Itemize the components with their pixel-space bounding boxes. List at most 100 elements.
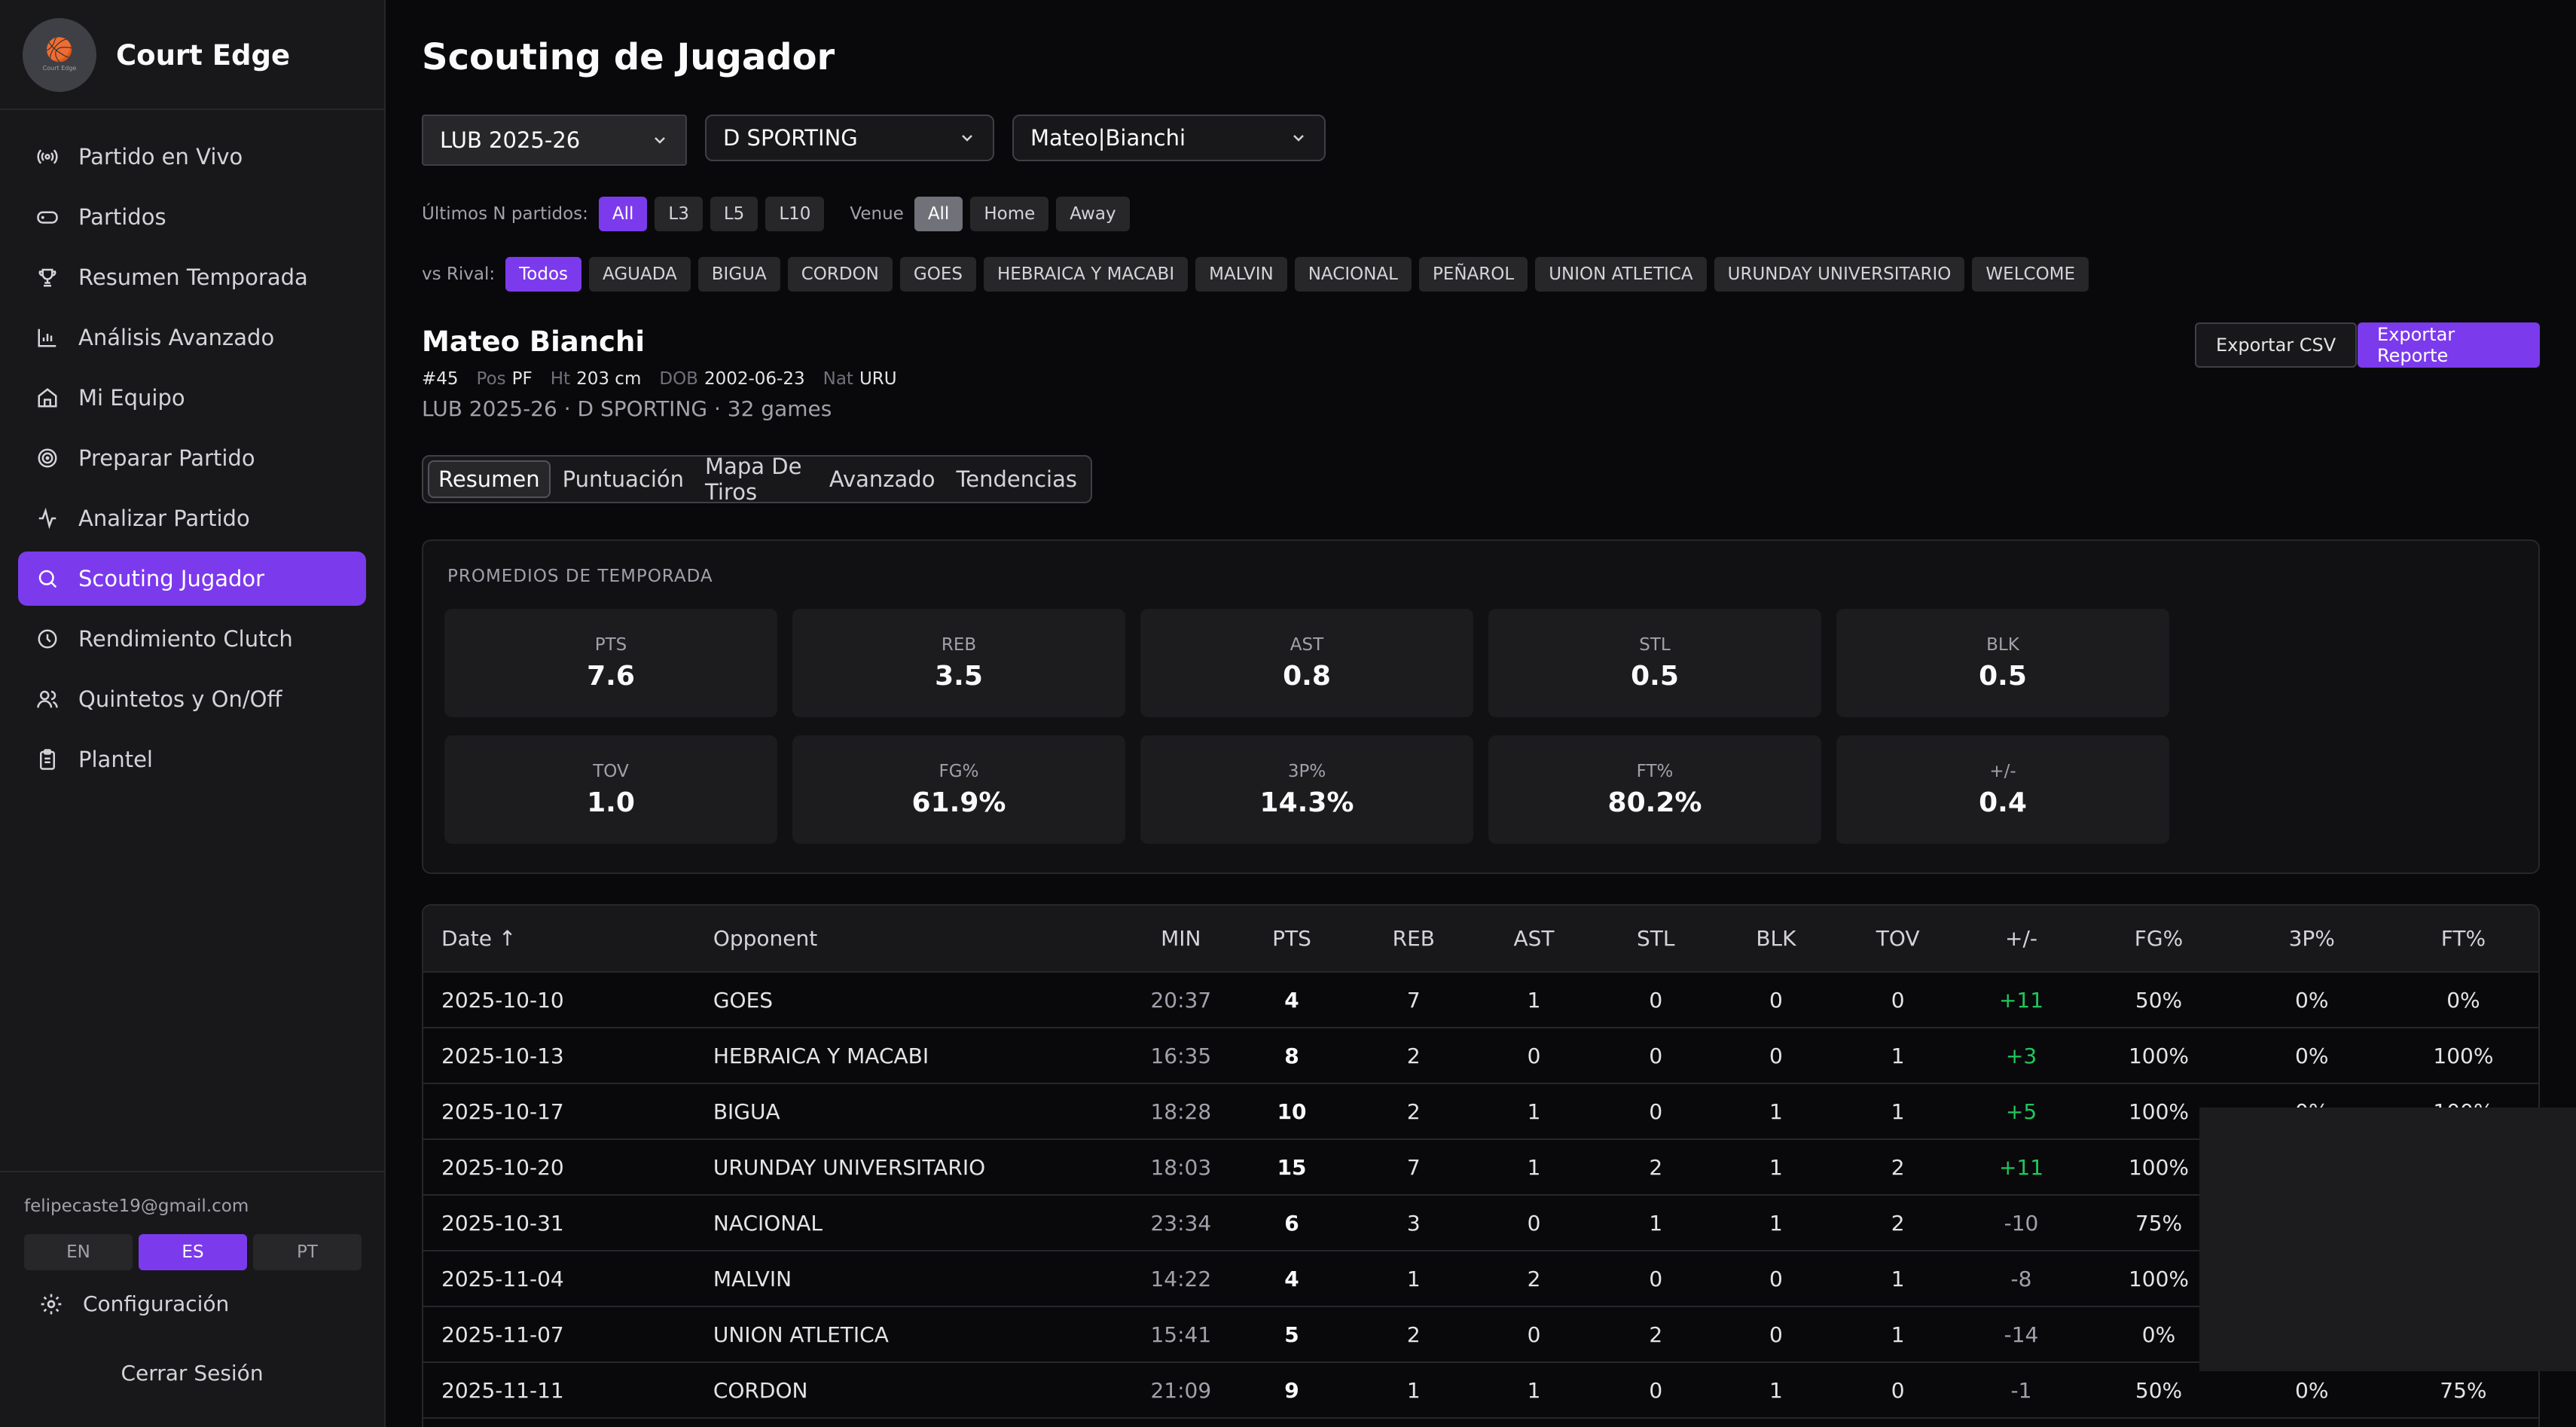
sidebar-item-partidos[interactable]: Partidos (18, 190, 366, 244)
table-row[interactable]: 2025-11-07 UNION ATLETICA 15:41 5 2 0 2 0 1 -14 0% (423, 1306, 2538, 1362)
table-cell: 0 (1649, 987, 1663, 1013)
venue-chip-away[interactable]: Away (1056, 197, 1130, 231)
export-report-button[interactable]: Exportar Reporte (2358, 322, 2540, 368)
table-cell (1961, 1418, 2083, 1427)
venue-chip-home[interactable]: Home (970, 197, 1049, 231)
language-es-button[interactable]: ES (139, 1234, 247, 1270)
last-n-chip-l10[interactable]: L10 (765, 197, 825, 231)
rival-chip[interactable]: Todos (505, 257, 581, 292)
table-cell: 1 (1891, 1322, 1905, 1347)
rival-chip[interactable]: CORDON (787, 257, 893, 292)
table-cell: 0% (2295, 1043, 2329, 1068)
tab-tendencias[interactable]: Tendencias (956, 466, 1077, 492)
column-header: STL (1636, 926, 1675, 951)
rival-chip[interactable]: BIGUA (697, 257, 780, 292)
table-cell: UNION ATLETICA (713, 1322, 889, 1347)
stat-label: 3P% (1287, 761, 1326, 781)
last-n-chip-l5[interactable]: L5 (710, 197, 758, 231)
language-en-button[interactable]: EN (24, 1234, 133, 1270)
export-csv-button[interactable]: Exportar CSV (2195, 322, 2358, 368)
sidebar-item-quintetos-y-on-off[interactable]: Quintetos y On/Off (18, 672, 366, 726)
sidebar-item-mi-equipo[interactable]: Mi Equipo (18, 371, 366, 425)
page-title: Scouting de Jugador (422, 36, 835, 78)
stat-card: FT% 80.2% (1488, 735, 1821, 844)
player-select[interactable]: Mateo|Bianchi (1012, 115, 1326, 161)
table-row[interactable]: 2025-11-04 MALVIN 14:22 4 1 2 0 0 1 -8 100% (423, 1251, 2538, 1306)
stat-value: 14.3% (1259, 787, 1354, 818)
table-cell: 0 (1769, 1043, 1783, 1068)
stat-label: FT% (1636, 761, 1674, 781)
column-header: REB (1392, 926, 1435, 951)
table-cell: 2 (1527, 1266, 1541, 1291)
table-cell (2236, 1418, 2388, 1427)
table-cell: 4 (1284, 987, 1299, 1013)
rival-chip[interactable]: AGUADA (589, 257, 691, 292)
season-select[interactable]: LUB 2025-26 (422, 115, 687, 166)
table-cell: 100% (2128, 1154, 2190, 1180)
rival-chip[interactable]: NACIONAL (1294, 257, 1412, 292)
table-row[interactable] (423, 1418, 2538, 1427)
rival-chip[interactable]: URUNDAY UNIVERSITARIO (1714, 257, 1965, 292)
table-cell: 75% (2440, 1377, 2487, 1403)
tab-puntuaci-n[interactable]: Puntuación (562, 466, 685, 492)
rival-chip[interactable]: WELCOME (1972, 257, 2089, 292)
table-cell: 0 (1649, 1377, 1663, 1403)
table-cell: 2025-10-10 (441, 987, 564, 1013)
table-cell: 4 (1284, 1266, 1299, 1291)
tab-mapa-de-tiros[interactable]: Mapa De Tiros (705, 454, 802, 505)
logo-text: Court Edge (42, 64, 77, 72)
team-select[interactable]: D SPORTING (705, 115, 994, 161)
last-n-chip-l3[interactable]: L3 (655, 197, 703, 231)
table-cell: 2 (1891, 1210, 1905, 1236)
sidebar-item-plantel[interactable]: Plantel (18, 732, 366, 787)
rival-chip[interactable]: UNION ATLETICA (1535, 257, 1707, 292)
sidebar-item-an-lisis-avanzado[interactable]: Análisis Avanzado (18, 310, 366, 365)
stat-card: REB 3.5 (792, 609, 1125, 717)
table-cell: +11 (1998, 1154, 2044, 1180)
table-cell: 1 (1527, 1099, 1541, 1124)
sidebar-item-partido-en-vivo[interactable]: Partido en Vivo (18, 130, 366, 184)
table-cell: 0% (2141, 1322, 2176, 1347)
ht-label: Ht (550, 369, 571, 389)
rival-chip[interactable]: MALVIN (1195, 257, 1287, 292)
table-row[interactable]: 2025-11-11 CORDON 21:09 9 1 1 0 1 0 -1 50% 0% 75% (423, 1362, 2538, 1418)
player-select-value: Mateo|Bianchi (1030, 125, 1186, 151)
sidebar-item-preparar-partido[interactable]: Preparar Partido (18, 431, 366, 485)
sidebar-item-rendimiento-clutch[interactable]: Rendimiento Clutch (18, 612, 366, 666)
table-cell: 100% (2128, 1099, 2190, 1124)
table-cell: 1 (1891, 1266, 1905, 1291)
stat-value: 1.0 (587, 787, 635, 818)
column-header[interactable]: Date ↑ (441, 926, 517, 951)
config-button[interactable]: Configuración (39, 1291, 229, 1316)
stat-label: +/- (1989, 761, 2016, 781)
stat-value: 0.4 (1979, 787, 2027, 818)
last-n-chip-all[interactable]: All (598, 197, 648, 231)
sidebar-item-analizar-partido[interactable]: Analizar Partido (18, 491, 366, 545)
table-cell (1473, 1418, 1595, 1427)
table-row[interactable]: 2025-10-13 HEBRAICA Y MACABI 16:35 8 2 0 0 0 1 +3… (423, 1028, 2538, 1083)
config-label: Configuración (83, 1291, 230, 1316)
table-row[interactable]: 2025-10-10 GOES 20:37 4 7 1 0 0 0 +11 50% 0% 0% (423, 972, 2538, 1028)
tab-resumen[interactable]: Resumen (428, 460, 551, 498)
venue-chip-all[interactable]: All (914, 197, 963, 231)
table-cell: 50% (2135, 987, 2183, 1013)
rival-chip[interactable]: GOES (899, 257, 976, 292)
column-header: MIN (1161, 926, 1201, 951)
rival-chip[interactable]: PEÑAROL (1418, 257, 1528, 292)
brand[interactable]: 🏀 Court Edge Court Edge (23, 18, 290, 92)
table-cell: 5 (1284, 1322, 1299, 1347)
player-meta: #45 Pos PF Ht 203 cm DOB 2002-06-23 Nat URU (422, 369, 909, 389)
table-row[interactable]: 2025-10-31 NACIONAL 23:34 6 3 0 1 1 2 -10 75% (423, 1195, 2538, 1251)
sidebar-item-scouting-jugador[interactable]: Scouting Jugador (18, 552, 366, 606)
language-pt-button[interactable]: PT (253, 1234, 362, 1270)
sidebar-item-label: Analizar Partido (78, 506, 250, 531)
gear-icon (41, 1294, 62, 1314)
rival-chip[interactable]: HEBRAICA Y MACABI (983, 257, 1189, 292)
season-select-value: LUB 2025-26 (440, 127, 581, 153)
tab-avanzado[interactable]: Avanzado (829, 466, 935, 492)
logout-button[interactable]: Cerrar Sesión (121, 1361, 264, 1386)
table-row[interactable]: 2025-10-20 URUNDAY UNIVERSITARIO 18:03 15 7 1… (423, 1139, 2538, 1195)
season-averages-panel: PROMEDIOS DE TEMPORADA PTS 7.6 REB 3.5 AST 0.… (422, 539, 2540, 874)
sidebar-item-resumen-temporada[interactable]: Resumen Temporada (18, 250, 366, 304)
